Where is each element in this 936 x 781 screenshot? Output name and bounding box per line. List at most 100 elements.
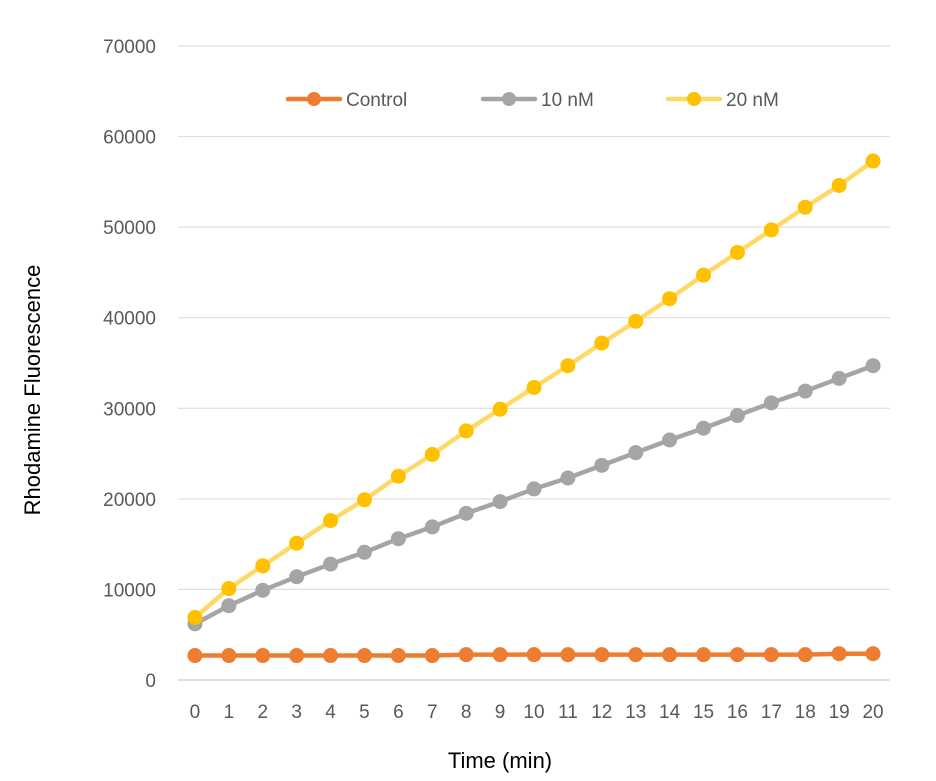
y-tick-label: 50000 [103,218,156,239]
data-point [458,423,474,439]
x-tick-label: 13 [625,702,646,723]
data-point [763,222,779,238]
gridlines [178,45,890,681]
y-tick-label: 70000 [103,37,156,58]
x-tick-label: 10 [523,702,544,723]
data-point [594,335,610,351]
legend-label: 20 nM [726,90,779,111]
data-point [831,370,847,386]
data-point [526,647,542,663]
y-tick-label: 40000 [103,309,156,330]
data-point [628,445,644,461]
data-point [187,610,203,626]
data-point [628,313,644,329]
data-point [696,267,712,283]
x-tick-label: 19 [829,702,850,723]
data-point [323,513,339,529]
y-axis-title: Rhodamine Fluorescence [20,265,45,516]
legend-item: Control [285,90,407,111]
data-point [560,358,576,374]
data-point [662,432,678,448]
legend-swatch-marker [687,92,701,106]
data-point [221,581,237,597]
data-point [221,598,237,614]
x-tick-label: 11 [558,702,578,723]
data-point [628,647,644,663]
x-tick-label: 4 [325,702,336,723]
data-point [289,535,305,551]
data-point [390,531,406,547]
data-point [729,245,745,261]
data-point [390,648,406,664]
x-tick-label: 6 [393,702,404,723]
data-point [594,647,610,663]
legend-swatch-marker [307,92,321,106]
data-point [526,379,542,395]
legend: Control 10 nM 20 nM [285,90,779,111]
x-tick-label: 20 [862,702,883,723]
data-point [662,647,678,663]
data-point [424,446,440,462]
series-group [187,153,881,664]
x-tick-label: 18 [795,702,816,723]
data-point [662,291,678,307]
x-axis-title: Time (min) [448,748,552,773]
data-point [356,544,372,560]
data-point [255,582,271,598]
data-point [323,556,339,572]
x-tick-label: 3 [291,702,302,723]
data-point [797,383,813,399]
data-point [356,492,372,508]
data-point [424,519,440,535]
series-10-nm [187,358,881,632]
legend-swatch-marker [502,92,516,106]
data-point [763,395,779,411]
data-point [696,647,712,663]
data-point [696,420,712,436]
x-tick-label: 14 [659,702,681,723]
data-point [492,647,508,663]
data-point [255,648,271,664]
data-point [289,648,305,664]
data-point [729,647,745,663]
data-point [492,401,508,417]
data-point [356,648,372,664]
legend-item: 20 nM [665,90,779,111]
data-point [458,505,474,521]
data-point [865,646,881,662]
series-control [187,646,881,664]
y-tick-label: 10000 [103,580,156,601]
data-point [289,569,305,585]
y-axis-ticks: 0 10000 20000 30000 40000 50000 60000 70000 [103,37,156,692]
data-point [187,648,203,664]
data-point [797,199,813,215]
data-point [594,457,610,473]
data-point [831,177,847,193]
y-tick-label: 0 [145,671,156,692]
series-20-nm [187,153,881,626]
x-tick-label: 8 [461,702,472,723]
legend-label: Control [346,90,407,111]
x-axis-ticks: 0 1 2 3 4 5 6 7 8 9 10 11 12 13 14 15 16 17 18 19 20 [190,702,884,723]
x-tick-label: 9 [495,702,506,723]
x-tick-label: 5 [359,702,370,723]
data-point [492,494,508,510]
x-tick-label: 16 [727,702,748,723]
legend-label: 10 nM [541,90,594,111]
data-point [526,481,542,497]
y-tick-label: 60000 [103,128,156,149]
data-point [797,647,813,663]
data-point [763,647,779,663]
x-tick-label: 17 [761,702,782,723]
data-point [865,153,881,169]
data-point [865,358,881,374]
legend-item: 10 nM [480,90,594,111]
x-tick-label: 12 [591,702,612,723]
data-point [458,647,474,663]
data-point [390,468,406,484]
data-point [323,648,339,664]
data-point [729,408,745,424]
y-tick-label: 20000 [103,490,156,511]
